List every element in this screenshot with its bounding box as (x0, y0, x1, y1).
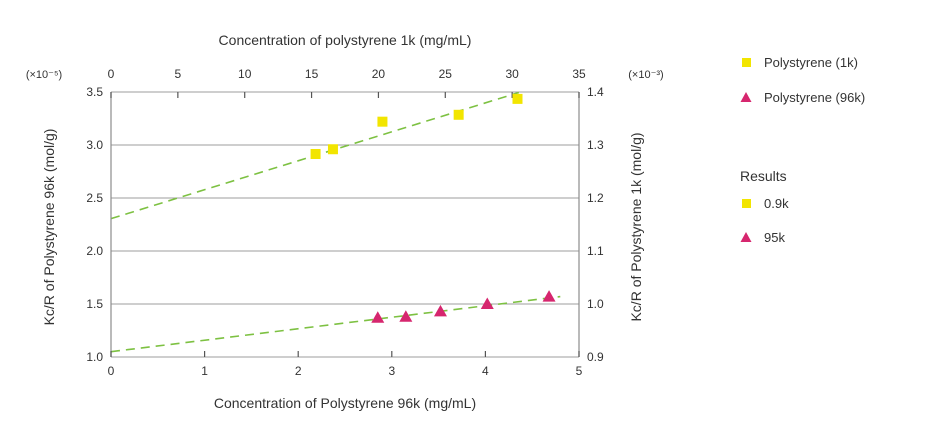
y-right-multiplier: (×10⁻³) (628, 69, 663, 81)
x-top-tick-label: 0 (108, 67, 115, 81)
results-marker-triangle (740, 232, 752, 242)
y-left-tick-label: 2.0 (86, 244, 103, 258)
series-1k-point (327, 144, 338, 155)
legend-marker-square (742, 58, 751, 67)
x-top-tick-label: 15 (305, 67, 319, 81)
y-left-tick-label: 3.0 (86, 138, 103, 152)
x-bottom-tick-label: 3 (388, 364, 395, 378)
series-96k-point (433, 304, 447, 317)
y-left-tick-label: 1.5 (86, 297, 103, 311)
series-96k-point (399, 310, 413, 322)
series-1k-point (453, 109, 464, 120)
axes (110, 92, 580, 357)
y-right-tick-label: 0.9 (587, 350, 604, 364)
results-label-0-9k: 0.9k (764, 196, 789, 211)
x-bottom-tick-label: 5 (576, 364, 583, 378)
x-top-tick-label: 25 (439, 67, 453, 81)
series-1k-point (310, 149, 321, 160)
results-marker-square (742, 199, 751, 208)
series-1k-point (377, 116, 388, 127)
x-bottom-axis-title: Concentration of Polystyrene 96k (mg/mL) (214, 395, 476, 411)
x-top-tick-label: 5 (175, 67, 182, 81)
x-bottom-tick-label: 0 (108, 364, 115, 378)
y-right-tick-label: 1.3 (587, 138, 604, 152)
grid-lines (111, 91, 579, 358)
series-96k-point (371, 311, 385, 323)
y-right-tick-label: 1.4 (587, 85, 604, 99)
y-right-axis-title: Kc/R of Polystyrene 1k (mol/g) (628, 132, 644, 321)
x-top-tick-label: 35 (572, 67, 586, 81)
x-top-axis-title: Concentration of polystyrene 1k (mg/mL) (219, 32, 472, 48)
series-96k-point (542, 290, 556, 302)
y-left-tick-label: 2.5 (86, 191, 103, 205)
results-label-95k: 95k (764, 230, 785, 245)
x-bottom-tick-label: 2 (295, 364, 302, 378)
x-top-tick-label: 20 (372, 67, 386, 81)
legend: Polystyrene (1k) Polystyrene (96k) Resul… (740, 55, 865, 245)
legend-label-1k: Polystyrene (1k) (764, 55, 858, 70)
series-96k-point (480, 297, 494, 309)
y-left-tick-label: 1.0 (86, 350, 103, 364)
y-right-tick-label: 1.0 (587, 297, 604, 311)
legend-label-96k: Polystyrene (96k) (764, 90, 865, 105)
y-left-axis-title: Kc/R of Polystyrene 96k (mol/g) (41, 129, 57, 326)
fit-lines (110, 91, 561, 353)
x-top-tick-label: 30 (505, 67, 519, 81)
legend-marker-triangle (740, 92, 752, 102)
legend-results-heading: Results (740, 168, 787, 184)
y-left-tick-label: 3.5 (86, 85, 103, 99)
data-points (310, 93, 556, 323)
x-bottom-tick-label: 4 (482, 364, 489, 378)
y-left-multiplier: (×10⁻⁵) (26, 69, 62, 81)
y-right-tick-label: 1.1 (587, 244, 604, 258)
y-right-tick-label: 1.2 (587, 191, 604, 205)
tick-labels: 1.0 1.5 2.0 2.5 3.0 3.5 0.9 1.0 1.1 1.2 1.3 1.4 0 1 2 3… (86, 67, 604, 378)
series-1k-point (512, 93, 523, 104)
x-bottom-tick-label: 1 (201, 364, 208, 378)
series-96k-fit-line (110, 295, 561, 353)
x-top-tick-label: 10 (238, 67, 252, 81)
